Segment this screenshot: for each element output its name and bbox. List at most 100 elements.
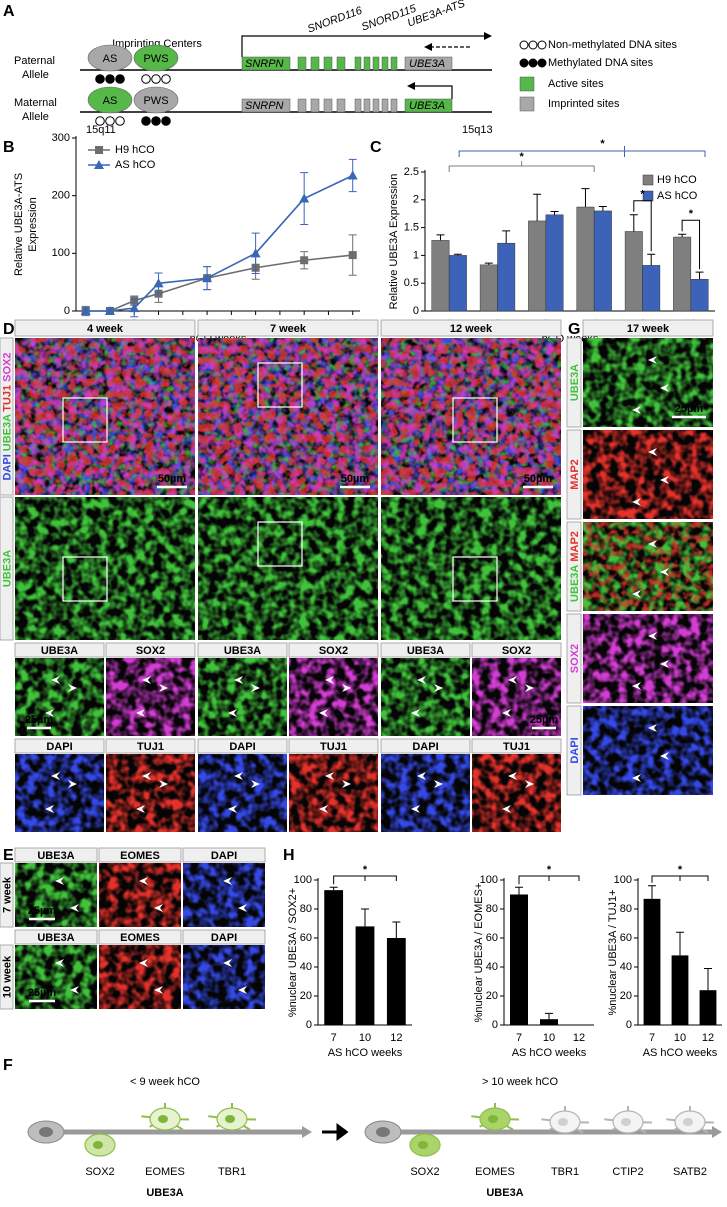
significance-bracket [518, 875, 580, 885]
y-tick-label: 20 [486, 990, 498, 1002]
y-axis-label: Relative UBE3A-ATS [13, 173, 25, 276]
y-axis-label: Expression [27, 197, 39, 251]
arrowhead [142, 772, 151, 780]
x-axis-label: AS hCO weeks [512, 1047, 587, 1059]
arrowhead [223, 877, 232, 885]
y-tick-label: 2.5 [404, 166, 419, 178]
arrowhead [502, 805, 511, 813]
snord-box [310, 56, 320, 71]
snord-box [310, 98, 320, 113]
point [299, 193, 310, 203]
y-tick-label: 0 [306, 1019, 312, 1031]
snord-box [336, 56, 346, 71]
panel-header [14, 642, 105, 658]
snord-box [323, 98, 333, 113]
cell-label: CTIP2 [612, 1166, 643, 1178]
y-axis-label: Relative UBE3A Expression [388, 174, 400, 310]
snord-box [297, 98, 307, 113]
arrowhead [142, 676, 151, 684]
allele-label: Allele [22, 111, 49, 123]
channel [381, 497, 561, 640]
bar [324, 890, 344, 1025]
panel-label: C [370, 139, 382, 156]
cell-label: EOMES [145, 1166, 185, 1178]
bar [386, 938, 406, 1025]
row-label-part: UBE3A [569, 364, 581, 401]
channel [381, 658, 470, 736]
snord-box [363, 56, 371, 71]
legend-symbol [519, 58, 529, 68]
arrowhead [648, 540, 657, 548]
bar [545, 214, 564, 312]
arrowhead [136, 709, 145, 717]
channel [15, 945, 97, 1009]
series-line [85, 254, 353, 312]
legend-label: Active sites [548, 78, 604, 90]
significance-label: * [363, 864, 368, 876]
row-label: MAP2 [569, 459, 581, 490]
error-bar [361, 908, 369, 927]
arrowhead [632, 774, 641, 782]
panel-header [582, 319, 714, 337]
row-label: DAPI UBE3A TUJ1 SOX2 [1, 352, 13, 480]
legend-label: Imprinted sites [548, 98, 620, 110]
arrowhead [251, 684, 260, 692]
y-tick-label: 60 [620, 932, 632, 944]
snord-box [390, 98, 398, 113]
row-label: SOX2 [569, 644, 581, 673]
x-tick-label: 10 [359, 1032, 371, 1044]
stage-title: < 9 week hCO [130, 1076, 200, 1088]
snord-box [381, 98, 389, 113]
snord-box [372, 98, 380, 113]
channel [381, 338, 561, 495]
bar [671, 955, 689, 1025]
y-axis-label: %nuclear UBE3A / SOX2+ [287, 888, 299, 1017]
header-label: UBE3A [37, 850, 74, 862]
arrowhead [508, 772, 517, 780]
nucleus [225, 1115, 235, 1123]
row-label: UBE3A MAP2 [569, 531, 581, 602]
panel-header [288, 738, 379, 754]
gene-box [241, 56, 291, 71]
y-tick-label: 60 [300, 932, 312, 944]
methylation-site [115, 116, 125, 126]
arrowhead [434, 684, 443, 692]
panel-header [380, 319, 562, 337]
locus-label: 15q13 [462, 124, 493, 136]
arrowhead [139, 877, 148, 885]
arrowhead [424, 43, 432, 51]
legend-marker [95, 146, 103, 154]
inset-box [452, 556, 498, 602]
channel [583, 338, 713, 427]
arrowhead [68, 780, 77, 788]
y-tick-label: 0 [626, 1019, 632, 1031]
significance-label: * [689, 208, 694, 220]
scale-label: 25µm [675, 403, 704, 415]
arrowhead [648, 356, 657, 364]
series-line [85, 174, 354, 312]
nucleus [376, 1127, 390, 1137]
significance-bracket [458, 146, 706, 157]
arrowhead [238, 986, 247, 994]
center-label: PWS [143, 53, 168, 65]
panel-label: B [3, 139, 15, 156]
channel [289, 754, 378, 832]
gene-box [241, 98, 291, 113]
point [250, 248, 261, 258]
snord-box [390, 56, 398, 71]
point [129, 303, 140, 313]
imprinting-center [133, 86, 179, 114]
cell-label: EOMES [475, 1166, 515, 1178]
point [300, 256, 309, 265]
header-label: UBE3A [41, 645, 78, 657]
arrowhead [660, 384, 669, 392]
nucleus [558, 1118, 568, 1126]
y-tick-label: 40 [486, 961, 498, 973]
legend-symbol [519, 40, 529, 50]
cell-label: TBR1 [551, 1166, 579, 1178]
nucleus [93, 1141, 103, 1149]
gene-box [404, 98, 453, 113]
panel-header [380, 738, 471, 754]
channel [198, 658, 287, 736]
y-tick-label: 100 [480, 874, 498, 886]
